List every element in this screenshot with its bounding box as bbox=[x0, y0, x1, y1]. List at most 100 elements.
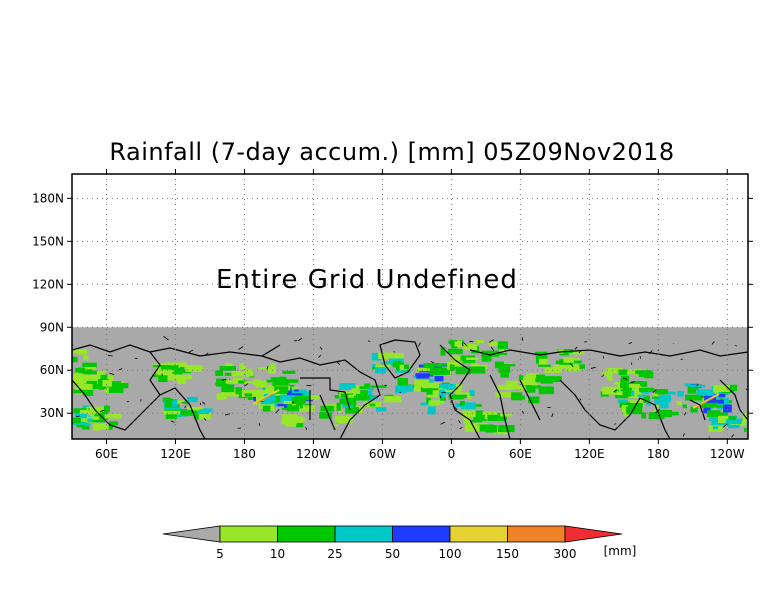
border-segment bbox=[731, 434, 735, 438]
rain-patch bbox=[440, 397, 446, 401]
rain-patch bbox=[643, 371, 654, 379]
rain-patch bbox=[319, 412, 332, 419]
rain-patch bbox=[339, 398, 347, 404]
rain-patch bbox=[111, 382, 129, 389]
rainfall-patches bbox=[72, 340, 748, 435]
rain-patch bbox=[286, 393, 303, 396]
border-segment bbox=[126, 400, 129, 403]
rain-patch bbox=[260, 380, 268, 386]
rain-patch bbox=[161, 369, 174, 373]
coastline bbox=[559, 379, 671, 439]
colorbar-label: 150 bbox=[496, 547, 519, 561]
rain-patch bbox=[619, 383, 632, 389]
rain-patch bbox=[463, 418, 473, 424]
rain-patch bbox=[716, 405, 729, 408]
border-segment bbox=[182, 402, 184, 404]
rain-patch bbox=[85, 423, 91, 427]
lon-label: 120E bbox=[574, 447, 605, 461]
rain-patch bbox=[648, 412, 665, 420]
rain-patch bbox=[414, 385, 422, 392]
rain-patch bbox=[215, 382, 229, 386]
rain-patch bbox=[531, 377, 538, 386]
rain-patch bbox=[627, 394, 644, 399]
lon-label: 0 bbox=[448, 447, 456, 461]
colorbar-label: 5 bbox=[216, 547, 224, 561]
rain-patch bbox=[338, 410, 344, 413]
rain-patch bbox=[238, 380, 248, 384]
rain-patch bbox=[332, 424, 338, 427]
border-segment bbox=[521, 410, 524, 414]
border-segment bbox=[418, 342, 421, 347]
entire-grid-undefined-text: Entire Grid Undefined bbox=[216, 265, 518, 295]
rain-patch bbox=[74, 383, 93, 390]
colorbar-segment bbox=[334, 525, 393, 543]
rain-patch bbox=[198, 412, 211, 420]
rain-patch bbox=[160, 365, 179, 372]
rain-patch bbox=[164, 401, 172, 407]
rain-patch bbox=[622, 390, 631, 397]
lat-label: 120N bbox=[32, 277, 64, 291]
rain-patch bbox=[415, 373, 434, 377]
rain-patch bbox=[369, 403, 376, 407]
rain-patch bbox=[185, 365, 204, 372]
rain-patch bbox=[482, 411, 498, 415]
rain-patch bbox=[553, 364, 571, 368]
rain-patch bbox=[728, 424, 740, 429]
rain-patch bbox=[511, 385, 526, 390]
rain-patch bbox=[274, 386, 289, 394]
rain-patch bbox=[700, 394, 707, 402]
rain-patch bbox=[573, 360, 582, 364]
colorbar-label: 300 bbox=[554, 547, 577, 561]
rain-patch bbox=[282, 370, 296, 374]
rain-patch bbox=[570, 350, 584, 355]
rain-patch bbox=[216, 378, 228, 387]
colorbar-label: 100 bbox=[439, 547, 462, 561]
coastline bbox=[261, 355, 381, 439]
border-segment bbox=[622, 377, 628, 380]
lon-label: 60E bbox=[95, 447, 118, 461]
rain-patch bbox=[535, 351, 548, 356]
rain-patch bbox=[643, 395, 650, 403]
rain-patch bbox=[682, 404, 687, 409]
rain-patch bbox=[462, 344, 478, 351]
rain-patch bbox=[428, 387, 439, 391]
border-segment bbox=[393, 351, 396, 353]
rain-patch bbox=[498, 352, 508, 356]
rain-patch bbox=[536, 374, 546, 383]
rain-patch bbox=[282, 414, 298, 421]
rain-patch bbox=[619, 402, 635, 408]
rain-patch bbox=[526, 386, 536, 393]
rain-patch bbox=[163, 407, 182, 410]
rain-patch bbox=[696, 389, 715, 396]
border-segment bbox=[440, 421, 446, 425]
colorbar-left-arrow bbox=[162, 525, 221, 543]
border-segment bbox=[318, 354, 322, 359]
rain-patch bbox=[447, 361, 463, 368]
rain-patch bbox=[602, 386, 619, 395]
lat-label: 150N bbox=[32, 234, 64, 248]
rain-patch bbox=[658, 395, 672, 403]
rain-patch bbox=[227, 388, 242, 397]
rain-patch bbox=[294, 389, 299, 392]
rain-patch bbox=[155, 369, 167, 378]
rain-patch bbox=[72, 417, 81, 424]
border-segment bbox=[76, 415, 80, 418]
border-segment bbox=[614, 423, 617, 425]
border-segment bbox=[319, 346, 323, 350]
rain-streak bbox=[252, 389, 280, 405]
border-segment bbox=[170, 420, 175, 423]
border-segment bbox=[459, 426, 463, 430]
rain-patch bbox=[158, 375, 168, 383]
rain-patch bbox=[81, 366, 97, 370]
lon-label: 60E bbox=[509, 447, 532, 461]
rain-patch bbox=[404, 364, 410, 370]
axis-ticks bbox=[67, 169, 753, 444]
border-segment bbox=[711, 341, 715, 345]
rain-patch bbox=[629, 390, 635, 397]
rain-patch bbox=[164, 362, 182, 366]
border-segment bbox=[367, 340, 371, 343]
rain-patch bbox=[469, 389, 475, 396]
border-segment bbox=[551, 413, 554, 418]
rain-patch bbox=[162, 410, 181, 415]
